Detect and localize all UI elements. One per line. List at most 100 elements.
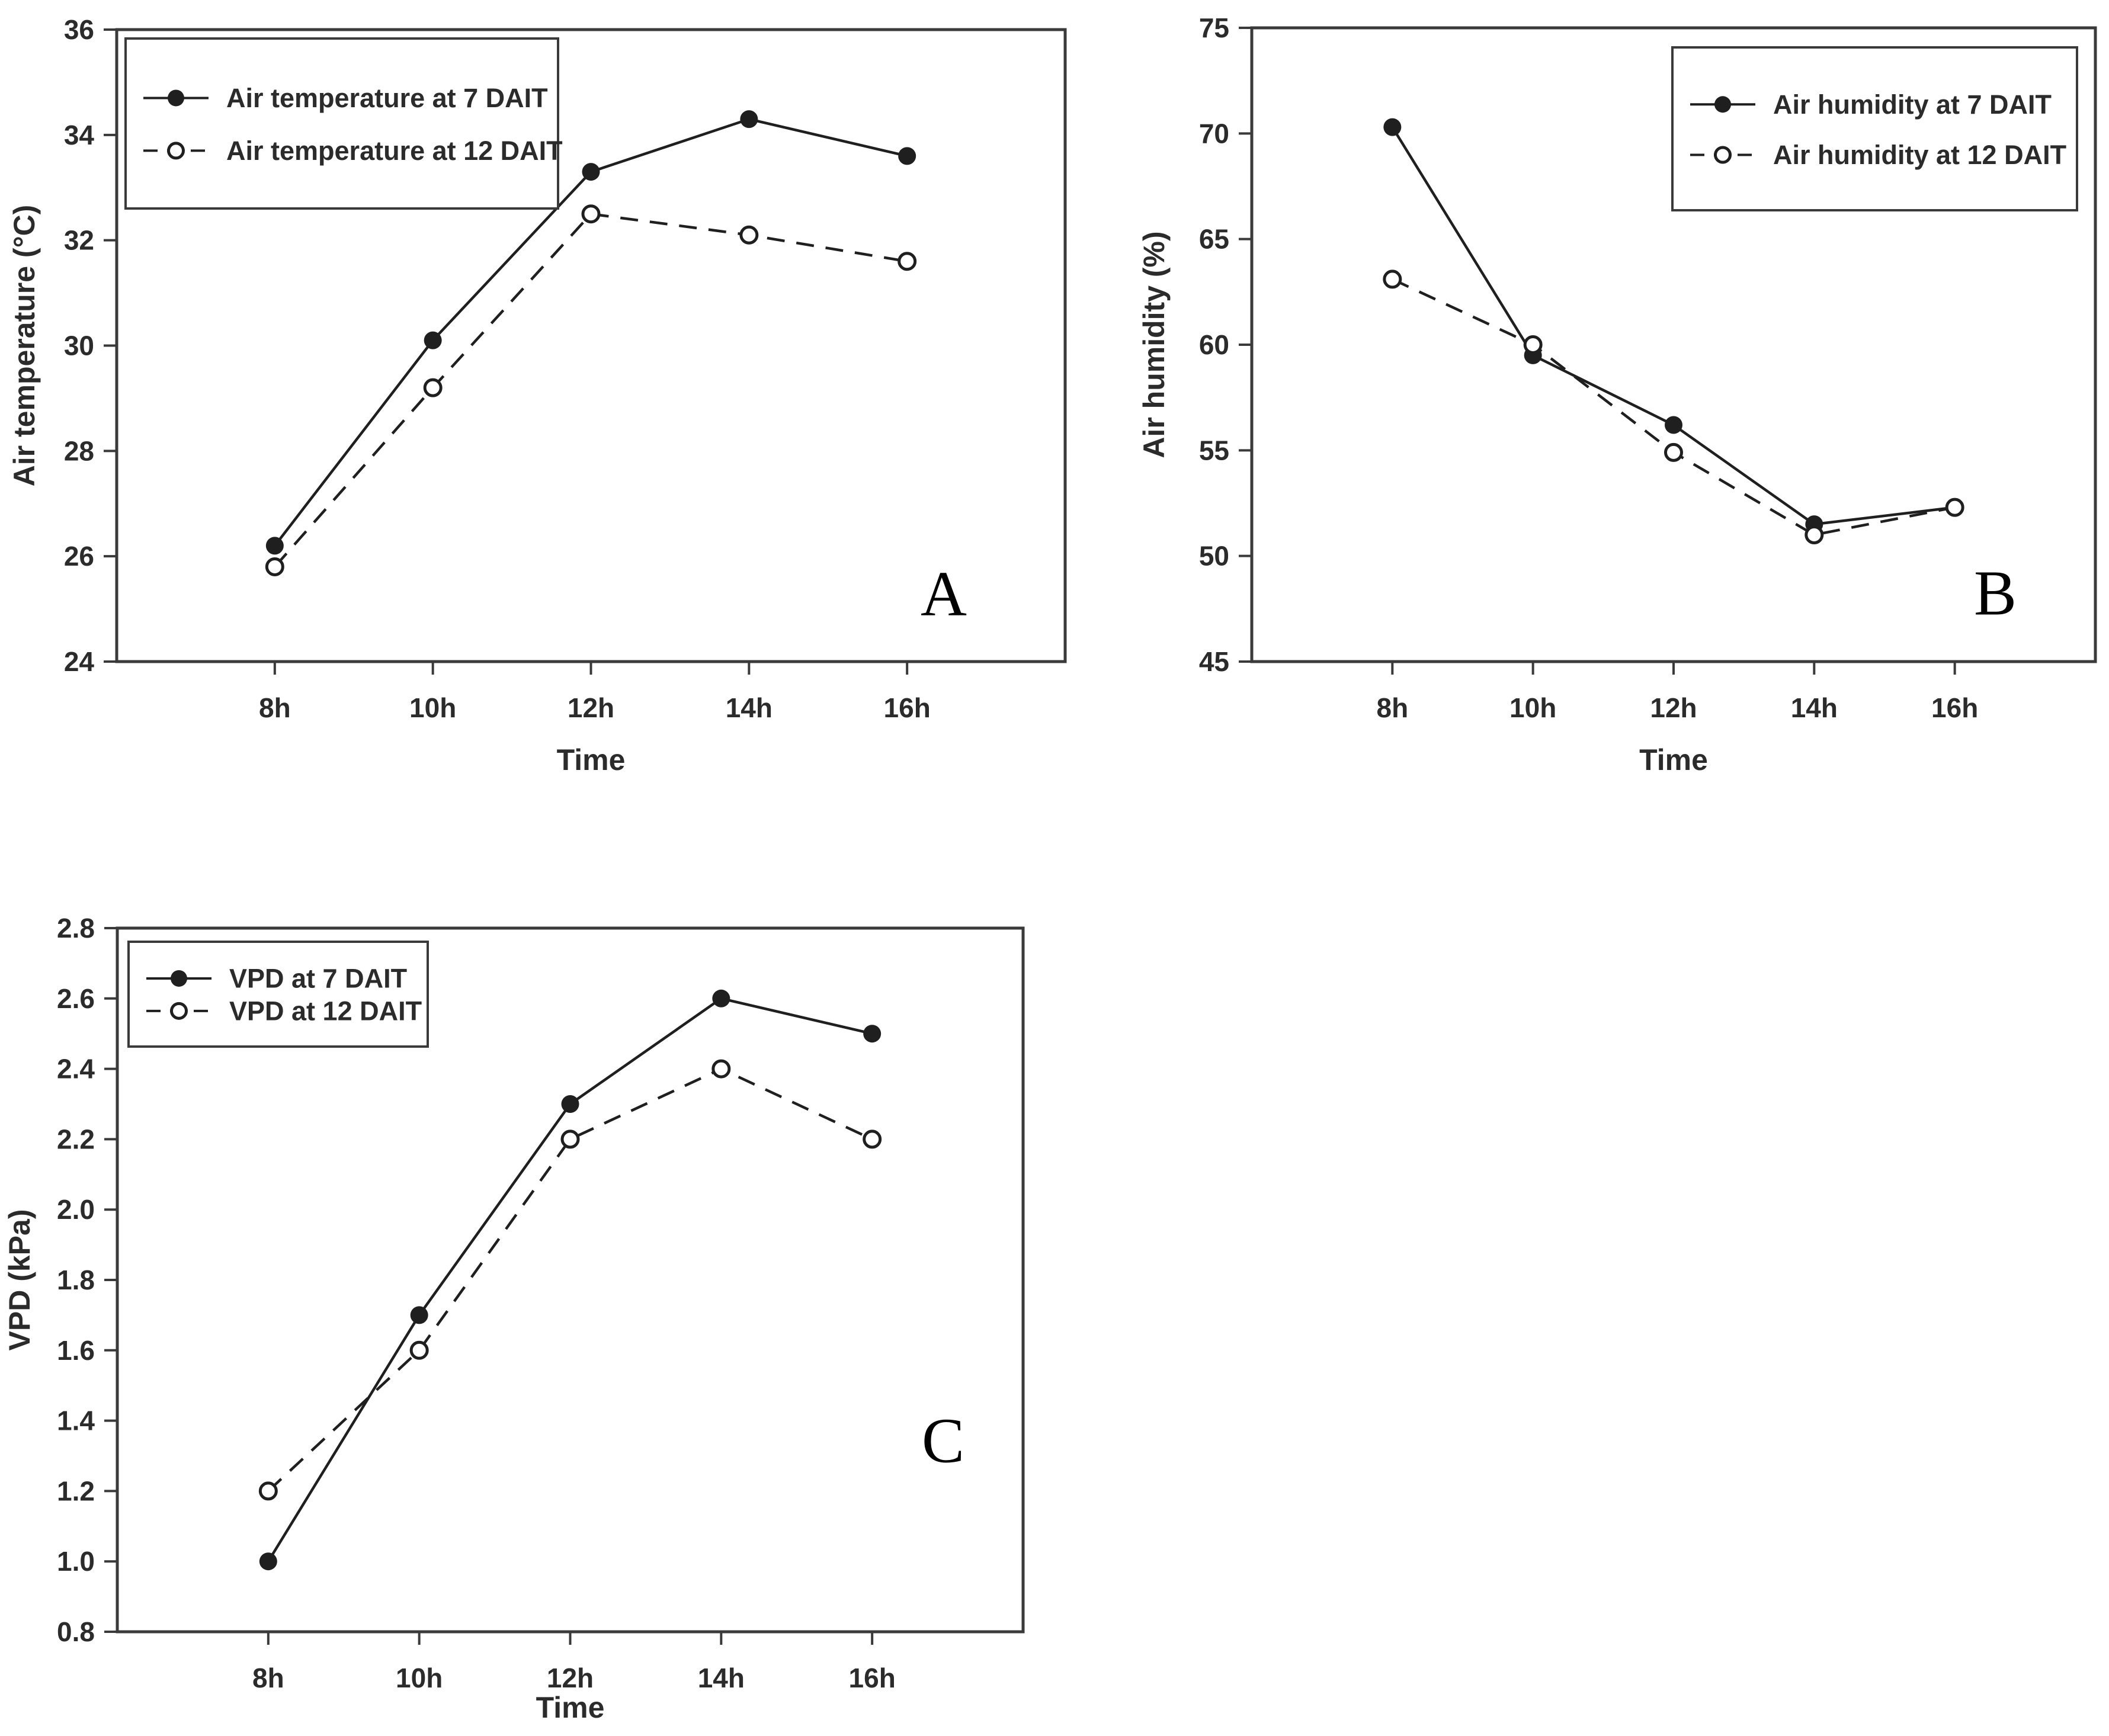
x-tick-label: 8h (259, 692, 291, 723)
data-point-marker-filled (863, 1025, 882, 1043)
data-point-marker-open (1804, 525, 1824, 544)
data-point-marker-filled (561, 1095, 579, 1113)
series-air-humidity-at-12-dait (1383, 269, 1964, 544)
y-tick-label: 60 (1199, 329, 1229, 360)
x-tick-label: 10h (1509, 692, 1556, 723)
panel-label: C (922, 1406, 964, 1477)
x-tick-label: 16h (884, 692, 931, 723)
x-tick-label: 12h (568, 692, 614, 723)
y-axis-title: VPD (kPa) (3, 1209, 36, 1351)
legend-marker-open-circle-icon (167, 142, 185, 160)
legend-marker-filled-circle-icon (1714, 96, 1731, 113)
legend-box (127, 941, 429, 1048)
legend-entry: Air temperature at 7 DAIT (143, 83, 548, 113)
legend-marker-open-circle-icon (1714, 146, 1732, 164)
x-tick-label: 12h (547, 1663, 594, 1693)
legend-label: VPD at 12 DAIT (229, 996, 422, 1026)
y-tick-label: 2.6 (57, 983, 95, 1014)
x-tick-label: 12h (1650, 692, 1697, 723)
y-tick-label: 1.2 (57, 1475, 95, 1506)
y-tick-label: 55 (1199, 435, 1229, 466)
legend-box (1671, 46, 2078, 211)
series-line (274, 212, 908, 568)
data-point-marker-open (581, 204, 601, 224)
data-point-marker-open (1523, 335, 1543, 354)
series-air-temperature-at-12-dait (265, 204, 917, 576)
legend-label: Air humidity at 12 DAIT (1773, 140, 2066, 170)
y-tick-label: 30 (64, 330, 94, 361)
x-tick-label: 8h (1376, 692, 1408, 723)
y-tick-label: 32 (64, 225, 94, 256)
y-tick-label: 65 (1199, 224, 1229, 255)
y-tick-label: 2.8 (57, 913, 95, 944)
legend: Air temperature at 7 DAIT Air temperature… (124, 37, 563, 210)
x-axis-title: Time (557, 743, 626, 776)
legend-entry: Air humidity at 12 DAIT (1690, 140, 2066, 170)
legend-entry: VPD at 12 DAIT (146, 996, 422, 1026)
y-tick-label: 2.0 (57, 1194, 95, 1225)
series-air-temperature-at-7-dait (265, 110, 916, 555)
data-point-marker-open (863, 1129, 882, 1149)
data-point-marker-open (265, 557, 284, 576)
chart-air-humidity: 45 50 55 60 65 70 75 8h 10h 12h 14h 16h Time Air humi… (1137, 12, 2097, 776)
data-point-marker-filled (265, 537, 284, 555)
y-tick-label: 45 (1199, 646, 1229, 677)
x-tick-label: 16h (849, 1663, 896, 1693)
data-point-marker-open (258, 1481, 278, 1501)
data-point-marker-open (1383, 269, 1402, 289)
legend-entry: Air humidity at 7 DAIT (1690, 89, 2052, 120)
legend-label: Air humidity at 7 DAIT (1773, 89, 2052, 120)
panel-label: B (1974, 559, 2017, 629)
x-tick-label: 14h (698, 1663, 745, 1693)
data-point-marker-filled (582, 163, 600, 181)
data-point-marker-open (409, 1340, 429, 1360)
x-axis-title: Time (1639, 743, 1708, 776)
x-tick-label: 10h (396, 1663, 443, 1693)
y-tick-label: 2.2 (57, 1124, 95, 1154)
data-point-marker-open (711, 1059, 731, 1079)
data-point-marker-open (898, 252, 917, 271)
y-tick-label: 75 (1199, 12, 1229, 43)
legend-label: Air temperature at 12 DAIT (226, 136, 563, 166)
y-axis-title: Air humidity (%) (1137, 231, 1171, 458)
y-tick-label: 1.4 (57, 1406, 95, 1436)
data-point-marker-filled (424, 331, 442, 349)
x-tick-label: 8h (252, 1663, 284, 1693)
data-point-marker-filled (410, 1306, 428, 1324)
data-point-marker-filled (898, 147, 916, 165)
data-point-marker-filled (1665, 416, 1682, 434)
y-tick-label: 1.0 (57, 1546, 95, 1577)
x-tick-label: 14h (1791, 692, 1838, 723)
data-point-marker-open (423, 378, 443, 397)
legend-marker-open-circle-icon (170, 1002, 188, 1020)
data-point-marker-filled (740, 110, 758, 129)
y-tick-label: 36 (64, 14, 94, 45)
x-tick-label: 10h (409, 692, 456, 723)
data-point-marker-filled (259, 1552, 277, 1571)
y-tick-label: 70 (1199, 118, 1229, 149)
legend-marker-filled-circle-icon (168, 89, 184, 107)
data-point-marker-filled (712, 989, 730, 1007)
data-point-marker-filled (1383, 118, 1402, 136)
series-line (1392, 278, 1956, 537)
legend: Air humidity at 7 DAIT Air humidity at 12… (1671, 46, 2078, 211)
series-line (267, 997, 873, 1562)
y-tick-label: 28 (64, 435, 94, 466)
legend-label: VPD at 7 DAIT (229, 963, 407, 993)
y-axis-title: Air temperature (°C) (8, 205, 41, 487)
chart-air-temperature: 24 26 28 30 32 34 36 8h 10h 12h 14h 16h Time Air temp… (8, 14, 1067, 776)
legend-marker-filled-circle-icon (171, 970, 187, 987)
data-point-marker-open (1945, 498, 1964, 517)
y-tick-label: 24 (64, 646, 95, 677)
chart-vpd: 0.8 1.0 1.2 1.4 1.6 1.8 2.0 2.2 2.4 2.6 2.8 8h 10h 12… (3, 913, 1025, 1724)
data-point-marker-open (739, 225, 759, 245)
y-tick-label: 26 (64, 541, 94, 572)
legend-label: Air temperature at 7 DAIT (226, 83, 548, 113)
x-tick-label: 16h (1931, 692, 1978, 723)
series-line (267, 1067, 873, 1493)
y-tick-label: 1.8 (57, 1265, 95, 1295)
y-tick-label: 34 (64, 120, 95, 150)
